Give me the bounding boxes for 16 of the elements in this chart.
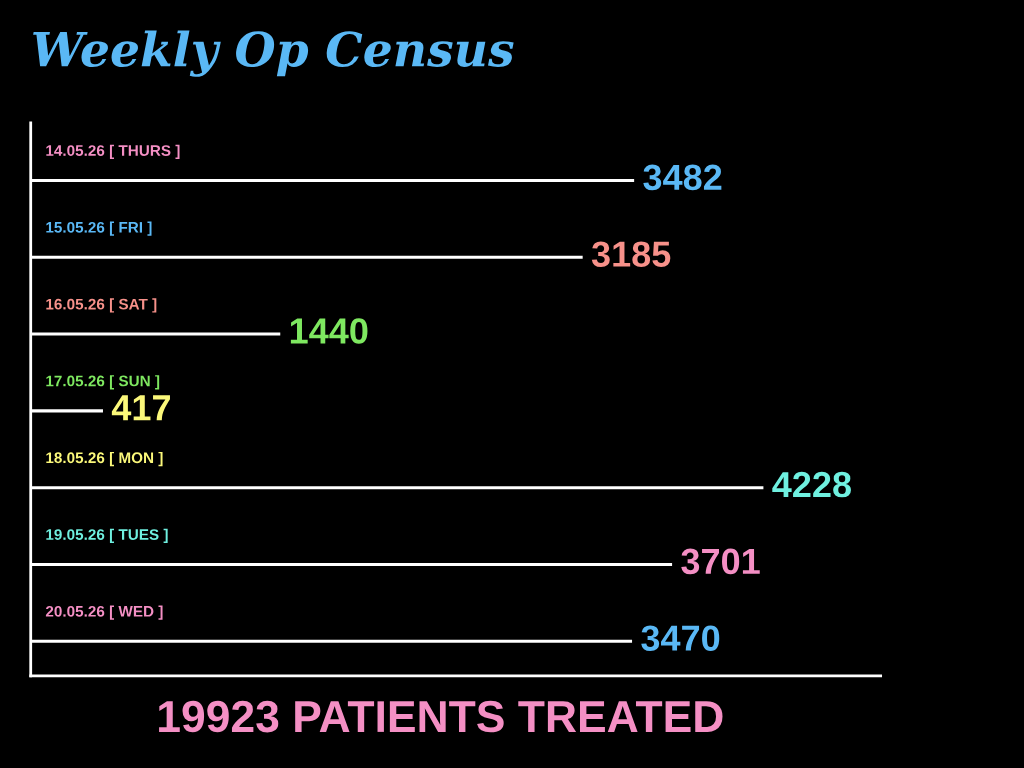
y-tick-label: 14.05.26 [ THURS ] xyxy=(46,144,180,159)
chart-title: Weekly Op Census xyxy=(33,30,514,77)
y-tick-label: 18.05.26 [ MON ] xyxy=(46,451,163,467)
data-label: 3701 xyxy=(681,548,760,575)
y-tick-label: 20.05.26 [ WED ] xyxy=(45,605,163,620)
data-label: 4228 xyxy=(772,471,851,498)
y-tick-label: 15.05.26 [ FRI ] xyxy=(46,221,152,236)
y-tick-label: 17.05.26 [ SUN ] xyxy=(46,375,160,390)
data-label: 3185 xyxy=(591,241,671,268)
y-tick-label: 19.05.26 [ TUES ] xyxy=(46,528,168,543)
data-label: 3470 xyxy=(641,625,720,652)
text: 19923 PATIENTS TREATED xyxy=(159,700,723,733)
data-label: 3482 xyxy=(643,164,722,191)
y-tick-label: 16.05.26 [ SAT ] xyxy=(46,298,157,313)
data-label: 1440 xyxy=(290,318,368,344)
data-label: 417 xyxy=(111,395,170,421)
